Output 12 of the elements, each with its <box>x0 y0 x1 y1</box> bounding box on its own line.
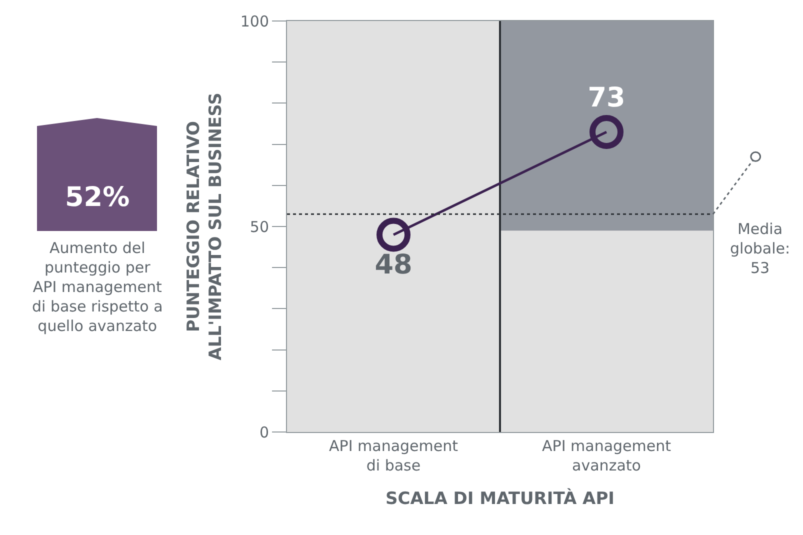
x-tick-label: API management avanzato <box>542 437 672 474</box>
y-tick-label: 0 <box>259 423 269 442</box>
text: 52% <box>65 182 130 213</box>
y-axis-title: PUNTEGGIO RELATIVO ALL'IMPATTO SUL BUSINESS <box>184 92 226 360</box>
x-tick-label: API management di base <box>329 437 458 474</box>
y-tick-label: 50 <box>250 218 269 236</box>
y-tick-label: 100 <box>240 12 269 30</box>
text: Aumento del punteggio per API management di base rispetto a quello avanzato <box>32 239 163 335</box>
data-label: 48 <box>374 249 412 280</box>
data-label: 73 <box>588 82 626 114</box>
x-axis-title: SCALA DI MATURITÀ API <box>385 488 615 509</box>
ref-line-label: Media globale: 53 <box>730 220 790 277</box>
